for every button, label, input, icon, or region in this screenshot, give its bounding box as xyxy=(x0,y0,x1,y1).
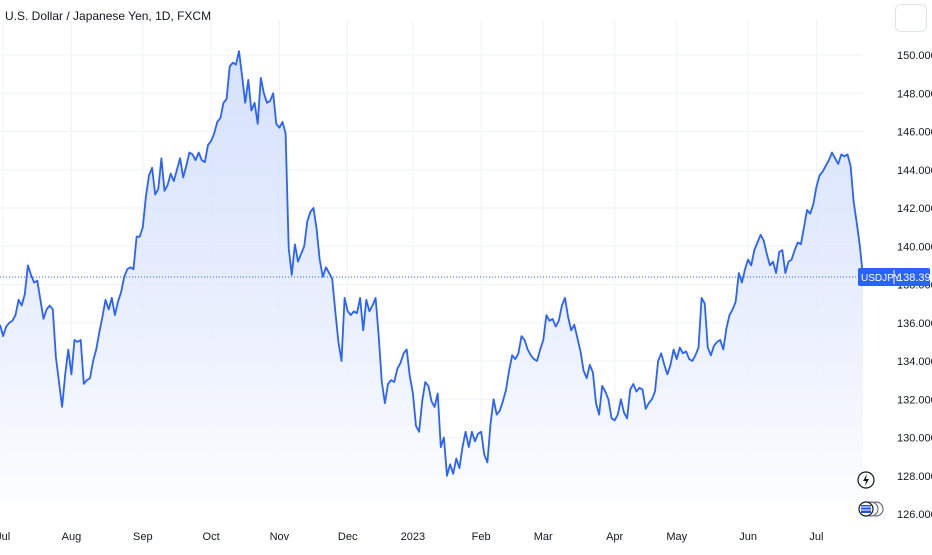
x-tick-label: Nov xyxy=(270,531,290,543)
x-tick-label: Jul xyxy=(809,531,823,543)
price-area-fill xyxy=(0,51,863,522)
y-tick-label: 134.000 xyxy=(897,356,932,368)
y-tick-label: 140.000 xyxy=(897,241,932,253)
flash-icon[interactable] xyxy=(857,471,875,489)
y-tick-label: 146.000 xyxy=(897,127,932,139)
y-tick-label: 126.000 xyxy=(897,509,932,521)
flag-stack-icon[interactable] xyxy=(858,501,884,517)
price-line xyxy=(0,50,864,477)
x-tick-label: Jun xyxy=(739,531,757,543)
y-tick-label: 132.000 xyxy=(897,394,932,406)
x-tick-label: Aug xyxy=(62,531,82,543)
y-tick-label: 142.000 xyxy=(897,203,932,215)
y-tick-label: 130.000 xyxy=(897,433,932,445)
y-tick-label: 128.000 xyxy=(897,471,932,483)
symbol-label: USDJPY xyxy=(861,273,901,284)
chart-title: U.S. Dollar / Japanese Yen, 1D, FXCM xyxy=(5,9,212,23)
x-tick-label: 2023 xyxy=(401,531,425,543)
x-tick-label: Jul xyxy=(0,531,10,543)
y-tick-label: 148.000 xyxy=(897,88,932,100)
x-tick-label: Mar xyxy=(534,531,553,543)
chart-menu-button[interactable] xyxy=(895,4,927,32)
x-tick-label: Dec xyxy=(338,531,358,543)
last-price-label: USDJPY 138.394 xyxy=(858,267,932,286)
x-tick-label: Apr xyxy=(606,531,623,543)
last-value-text: 138.394 xyxy=(897,272,932,284)
y-tick-label: 150.000 xyxy=(897,50,932,62)
y-tick-label: 144.000 xyxy=(897,165,932,177)
y-tick-label: 136.000 xyxy=(897,318,932,330)
x-tick-label: Feb xyxy=(472,531,491,543)
time-axis[interactable]: Jul Aug Sep Oct Nov Dec 2023 Feb Mar Apr May Jun Jul xyxy=(0,531,823,543)
x-tick-label: May xyxy=(666,531,687,543)
x-tick-label: Oct xyxy=(203,531,220,543)
x-tick-label: Sep xyxy=(133,531,153,543)
